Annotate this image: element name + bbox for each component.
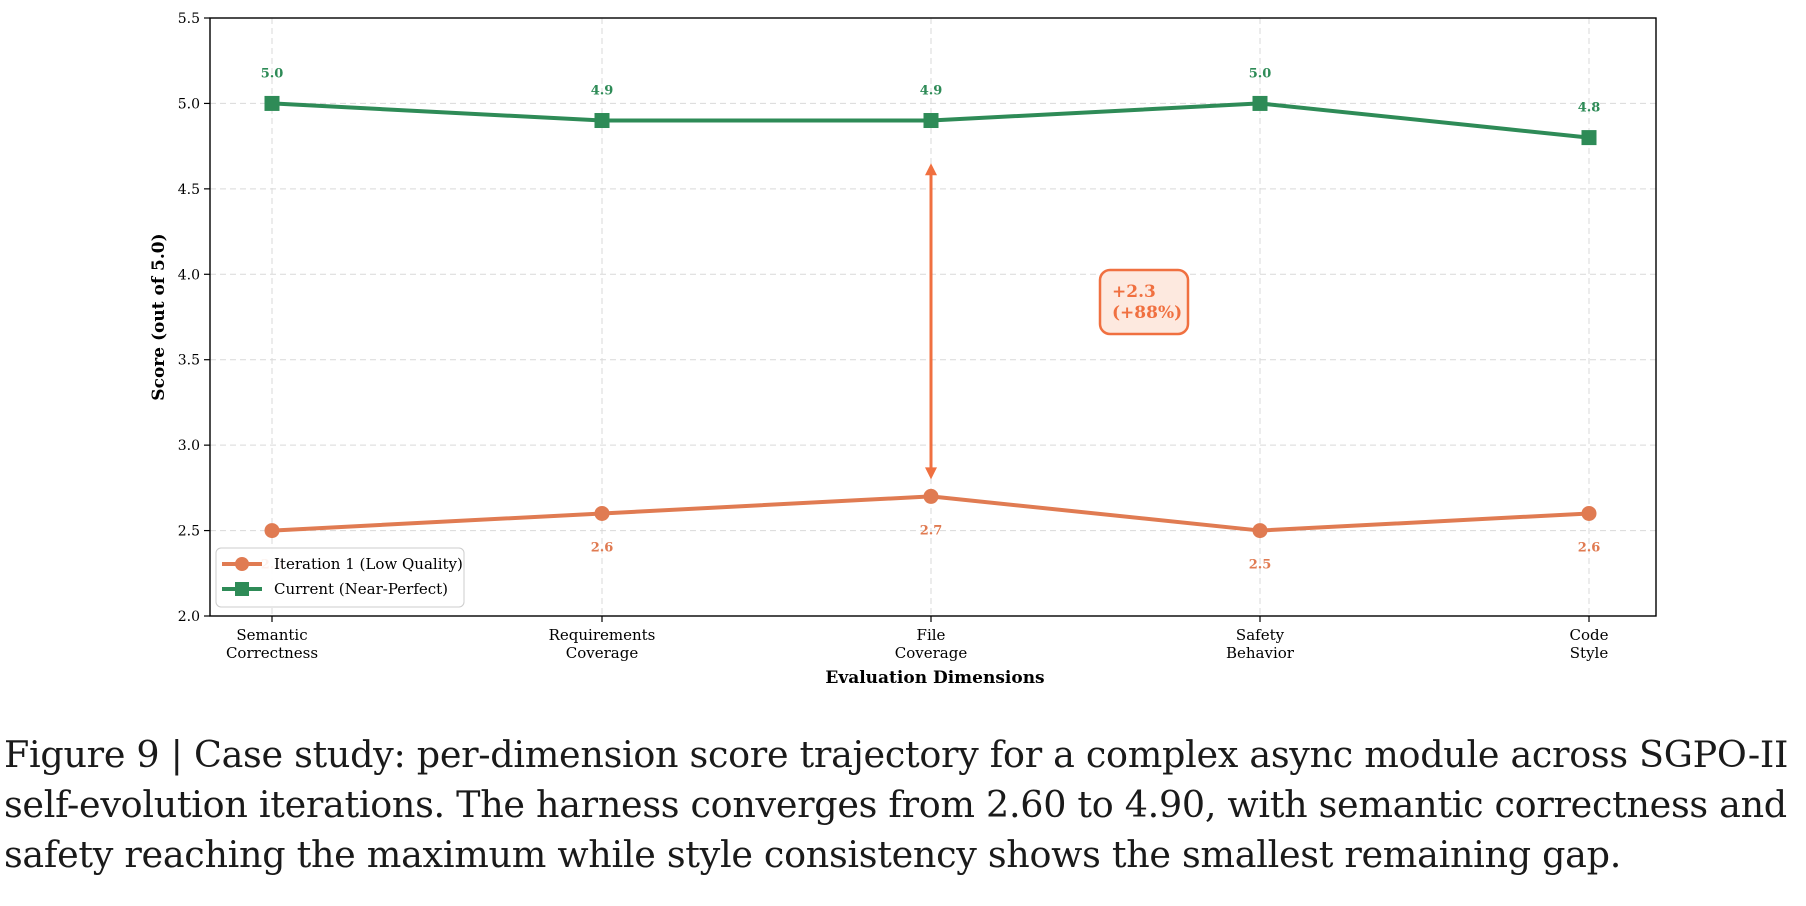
gap-annotation: +2.3 (+88%)	[925, 163, 1190, 480]
y-tick-label: 3.5	[178, 353, 200, 369]
gap-arrow-head-top	[925, 163, 937, 176]
data-label: 5.0	[261, 66, 284, 81]
legend-box	[215, 547, 465, 608]
legend-label: Current (Near-Perfect)	[274, 580, 448, 598]
series-point-0	[1252, 523, 1268, 539]
axes: 2.0 2.5 3.0 3.5 4.0 4.5 5.0 5.5 Semantic Correctn…	[178, 11, 1609, 662]
legend: Iteration 1 (Low Quality) Current (Near-P…	[215, 547, 465, 608]
legend-marker	[235, 557, 249, 571]
legend-marker	[235, 582, 249, 596]
y-axis-label: Score (out of 5.0)	[149, 233, 169, 400]
y-tick-label: 4.0	[178, 267, 200, 283]
grid-lines	[210, 18, 1656, 616]
figure-caption: Figure 9 | Case study: per-dimension sco…	[4, 733, 1789, 876]
x-tick-label: Safety Behavior	[1226, 626, 1295, 662]
y-tick-label: 5.0	[178, 96, 200, 112]
gap-annotation-text: +2.3 (+88%)	[1112, 282, 1182, 323]
data-label: 2.7	[920, 523, 943, 538]
x-tick-label: Requirements Coverage	[549, 626, 656, 662]
series-point-0	[923, 488, 939, 504]
series-point-0	[594, 505, 610, 521]
data-label: 4.8	[1578, 101, 1601, 116]
plot-frame	[209, 17, 1657, 617]
y-tick-label: 3.0	[178, 438, 200, 454]
x-tick-label: Semantic Correctness	[226, 626, 318, 662]
data-label: 4.9	[920, 84, 943, 99]
data-label: 4.9	[591, 84, 614, 99]
x-tick-label: Code Style	[1570, 626, 1609, 662]
data-label: 5.0	[1249, 66, 1272, 81]
series-point-1	[1252, 95, 1268, 111]
y-tick-label: 2.0	[178, 609, 200, 625]
score-trajectory-chart: +2.3(+88%) 2.5 2.6 2.7 2.5 2.6 5.0 4.9 4.9 5.0 4.…	[149, 11, 1657, 688]
y-tick-label: 4.5	[178, 182, 200, 198]
gap-annotation-box	[1098, 268, 1190, 336]
x-axis-label: Evaluation Dimensions	[825, 668, 1044, 688]
series-point-1	[923, 113, 939, 129]
series-point-1	[594, 113, 610, 129]
series-point-1	[264, 95, 280, 111]
data-label: 2.6	[1578, 540, 1601, 555]
data-label: 2.6	[591, 540, 614, 555]
series-lines	[264, 95, 1597, 539]
y-tick-label: 2.5	[178, 524, 200, 540]
series-point-0	[1581, 505, 1597, 521]
series-point-0	[264, 523, 280, 539]
legend-label: Iteration 1 (Low Quality)	[274, 555, 463, 573]
gap-arrow-head-bottom	[925, 467, 937, 480]
series-point-1	[1581, 130, 1597, 146]
data-label: 2.5	[1249, 558, 1272, 573]
y-tick-label: 5.5	[178, 11, 200, 27]
x-tick-label: File Coverage	[895, 626, 968, 662]
